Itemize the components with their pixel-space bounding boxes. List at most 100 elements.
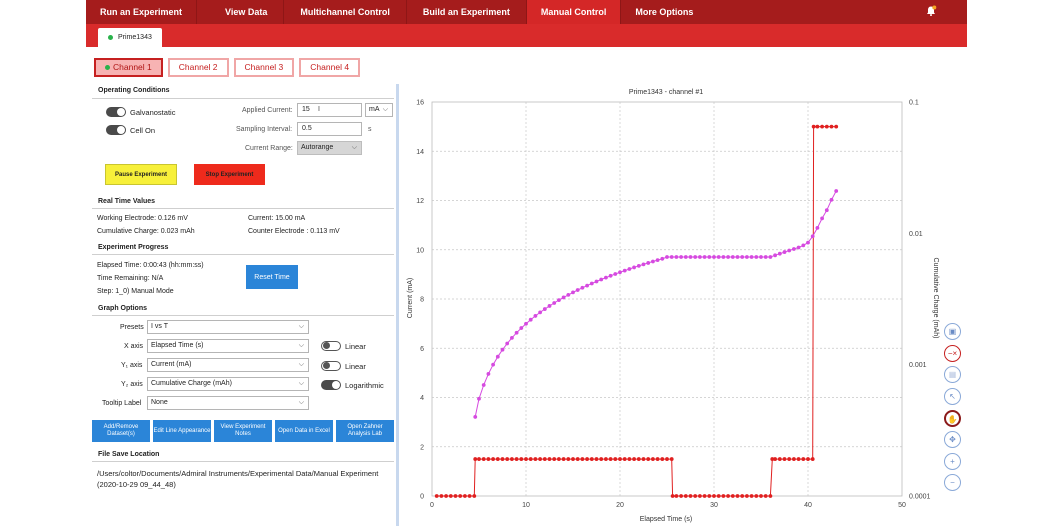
notification-bell-icon[interactable] bbox=[925, 5, 937, 17]
data-point bbox=[580, 457, 585, 461]
add-remove-datasets-button[interactable]: Add/Remove Dataset(s) bbox=[92, 420, 150, 442]
data-point bbox=[801, 457, 806, 461]
nav-multichannel-control[interactable]: Multichannel Control bbox=[284, 0, 407, 24]
tab-channel-1[interactable]: Channel 1 bbox=[94, 58, 163, 77]
data-point bbox=[594, 457, 599, 461]
series-line-0 bbox=[436, 126, 837, 497]
data-point bbox=[707, 255, 712, 259]
current-unit-value: mA bbox=[369, 106, 380, 113]
edit-line-appearance-button[interactable]: Edit Line Appearance bbox=[153, 420, 211, 442]
panel-splitter[interactable] bbox=[396, 84, 399, 526]
zoom-out-icon[interactable]: − bbox=[944, 474, 961, 491]
chevron-down-icon: ⌵ bbox=[298, 399, 304, 406]
chevron-down-icon: ⌵ bbox=[298, 342, 304, 349]
data-point bbox=[439, 494, 444, 498]
data-point bbox=[792, 457, 796, 461]
data-point bbox=[636, 263, 641, 268]
cursor-icon[interactable]: ↖ bbox=[944, 388, 961, 405]
data-point bbox=[679, 255, 683, 259]
y1-axis-select[interactable]: Current (mA) ⌵ bbox=[147, 358, 309, 372]
galvanostatic-toggle[interactable] bbox=[106, 107, 126, 117]
top-nav: Run an Experiment View Data Multichannel… bbox=[86, 0, 967, 24]
grid-icon[interactable]: ▦ bbox=[944, 366, 961, 383]
x-axis-select[interactable]: Elapsed Time (s) ⌵ bbox=[147, 339, 309, 353]
data-point bbox=[674, 494, 679, 498]
data-point bbox=[453, 494, 458, 498]
data-point bbox=[557, 298, 561, 303]
data-point bbox=[505, 457, 510, 461]
data-point bbox=[787, 248, 792, 253]
data-point bbox=[557, 457, 561, 461]
open-data-excel-button[interactable]: Open Data in Excel bbox=[275, 420, 333, 442]
applied-current-input[interactable]: 15 I bbox=[297, 103, 362, 117]
data-point bbox=[481, 457, 486, 461]
data-point bbox=[604, 457, 608, 461]
x-tick-label: 10 bbox=[522, 502, 530, 509]
image-icon[interactable]: ▣ bbox=[944, 323, 961, 340]
current-unit-select[interactable]: mA ⌵ bbox=[365, 103, 393, 117]
data-point bbox=[500, 457, 505, 461]
nav-view-data[interactable]: View Data bbox=[197, 0, 285, 24]
data-point bbox=[834, 124, 839, 129]
tooltip-label: Tooltip Label bbox=[102, 400, 142, 407]
data-point bbox=[768, 494, 773, 498]
data-point bbox=[477, 457, 481, 461]
tab-channel-3[interactable]: Channel 3 bbox=[233, 58, 295, 77]
control-panel: Operating Conditions Galvanostatic Cell … bbox=[92, 84, 394, 526]
sampling-interval-input[interactable]: 0.5 bbox=[297, 122, 362, 136]
y2-scale-toggle[interactable] bbox=[321, 380, 341, 390]
move-icon[interactable]: ✥ bbox=[944, 431, 961, 448]
tooltip-select[interactable]: None ⌵ bbox=[147, 396, 309, 410]
x-scale-toggle[interactable] bbox=[321, 341, 341, 351]
y-tick-label: 2 bbox=[420, 444, 424, 451]
nav-more-options[interactable]: More Options bbox=[635, 7, 694, 17]
data-point bbox=[726, 494, 730, 498]
current-range-select[interactable]: Autorange ⌵ bbox=[297, 141, 362, 155]
data-point bbox=[749, 494, 754, 498]
nav-run-experiment[interactable]: Run an Experiment bbox=[86, 0, 198, 24]
data-point bbox=[721, 255, 726, 259]
presets-select[interactable]: I vs T ⌵ bbox=[147, 320, 309, 334]
data-point bbox=[754, 255, 759, 259]
nav-manual-control[interactable]: Manual Control bbox=[526, 0, 622, 24]
tab-channel-2[interactable]: Channel 2 bbox=[167, 58, 229, 77]
data-point bbox=[589, 281, 594, 286]
stop-experiment-button[interactable]: Stop Experiment bbox=[194, 164, 265, 185]
data-point bbox=[632, 265, 636, 270]
reset-time-button[interactable]: Reset Time bbox=[246, 265, 298, 289]
nav-build-experiment[interactable]: Build an Experiment bbox=[407, 0, 527, 24]
view-experiment-notes-button[interactable]: View Experiment Notes bbox=[214, 420, 272, 442]
tab-channel-4[interactable]: Channel 4 bbox=[299, 58, 361, 77]
series-line-1 bbox=[474, 190, 837, 418]
x-axis-label: X axis bbox=[124, 343, 144, 350]
data-point bbox=[810, 457, 815, 461]
current-value: Current: 15.00 mA bbox=[248, 215, 306, 222]
data-point bbox=[585, 457, 589, 461]
y2-axis-title: Cumulative Charge (mAh) bbox=[932, 258, 939, 339]
data-point bbox=[575, 288, 580, 292]
data-point bbox=[702, 494, 707, 498]
y1-scale-toggle[interactable] bbox=[321, 361, 341, 371]
data-point bbox=[561, 295, 566, 300]
data-point bbox=[510, 457, 514, 461]
open-zahner-analysis-button[interactable]: Open Zahner Analysis Lab bbox=[336, 420, 394, 442]
data-point bbox=[796, 457, 801, 461]
data-point bbox=[538, 310, 542, 315]
pause-experiment-button[interactable]: Pause Experiment bbox=[105, 164, 177, 185]
pan-icon[interactable]: ✋ bbox=[944, 410, 961, 427]
x-tick-label: 30 bbox=[710, 502, 718, 509]
data-point bbox=[763, 255, 768, 259]
cell-on-toggle[interactable] bbox=[106, 125, 126, 135]
data-point bbox=[806, 240, 810, 245]
device-tab[interactable]: Prime1343 bbox=[98, 28, 162, 47]
data-point bbox=[745, 255, 749, 259]
y-tick-label: 16 bbox=[416, 100, 424, 107]
graph-options-title: Graph Options bbox=[98, 305, 147, 312]
data-point bbox=[683, 494, 688, 498]
zoom-in-icon[interactable]: + bbox=[944, 453, 961, 470]
data-point bbox=[796, 245, 801, 250]
y2-axis-select[interactable]: Cumulative Charge (mAh) ⌵ bbox=[147, 377, 309, 391]
clear-icon[interactable]: −× bbox=[944, 345, 961, 362]
data-point bbox=[533, 314, 538, 318]
data-point bbox=[829, 124, 834, 129]
